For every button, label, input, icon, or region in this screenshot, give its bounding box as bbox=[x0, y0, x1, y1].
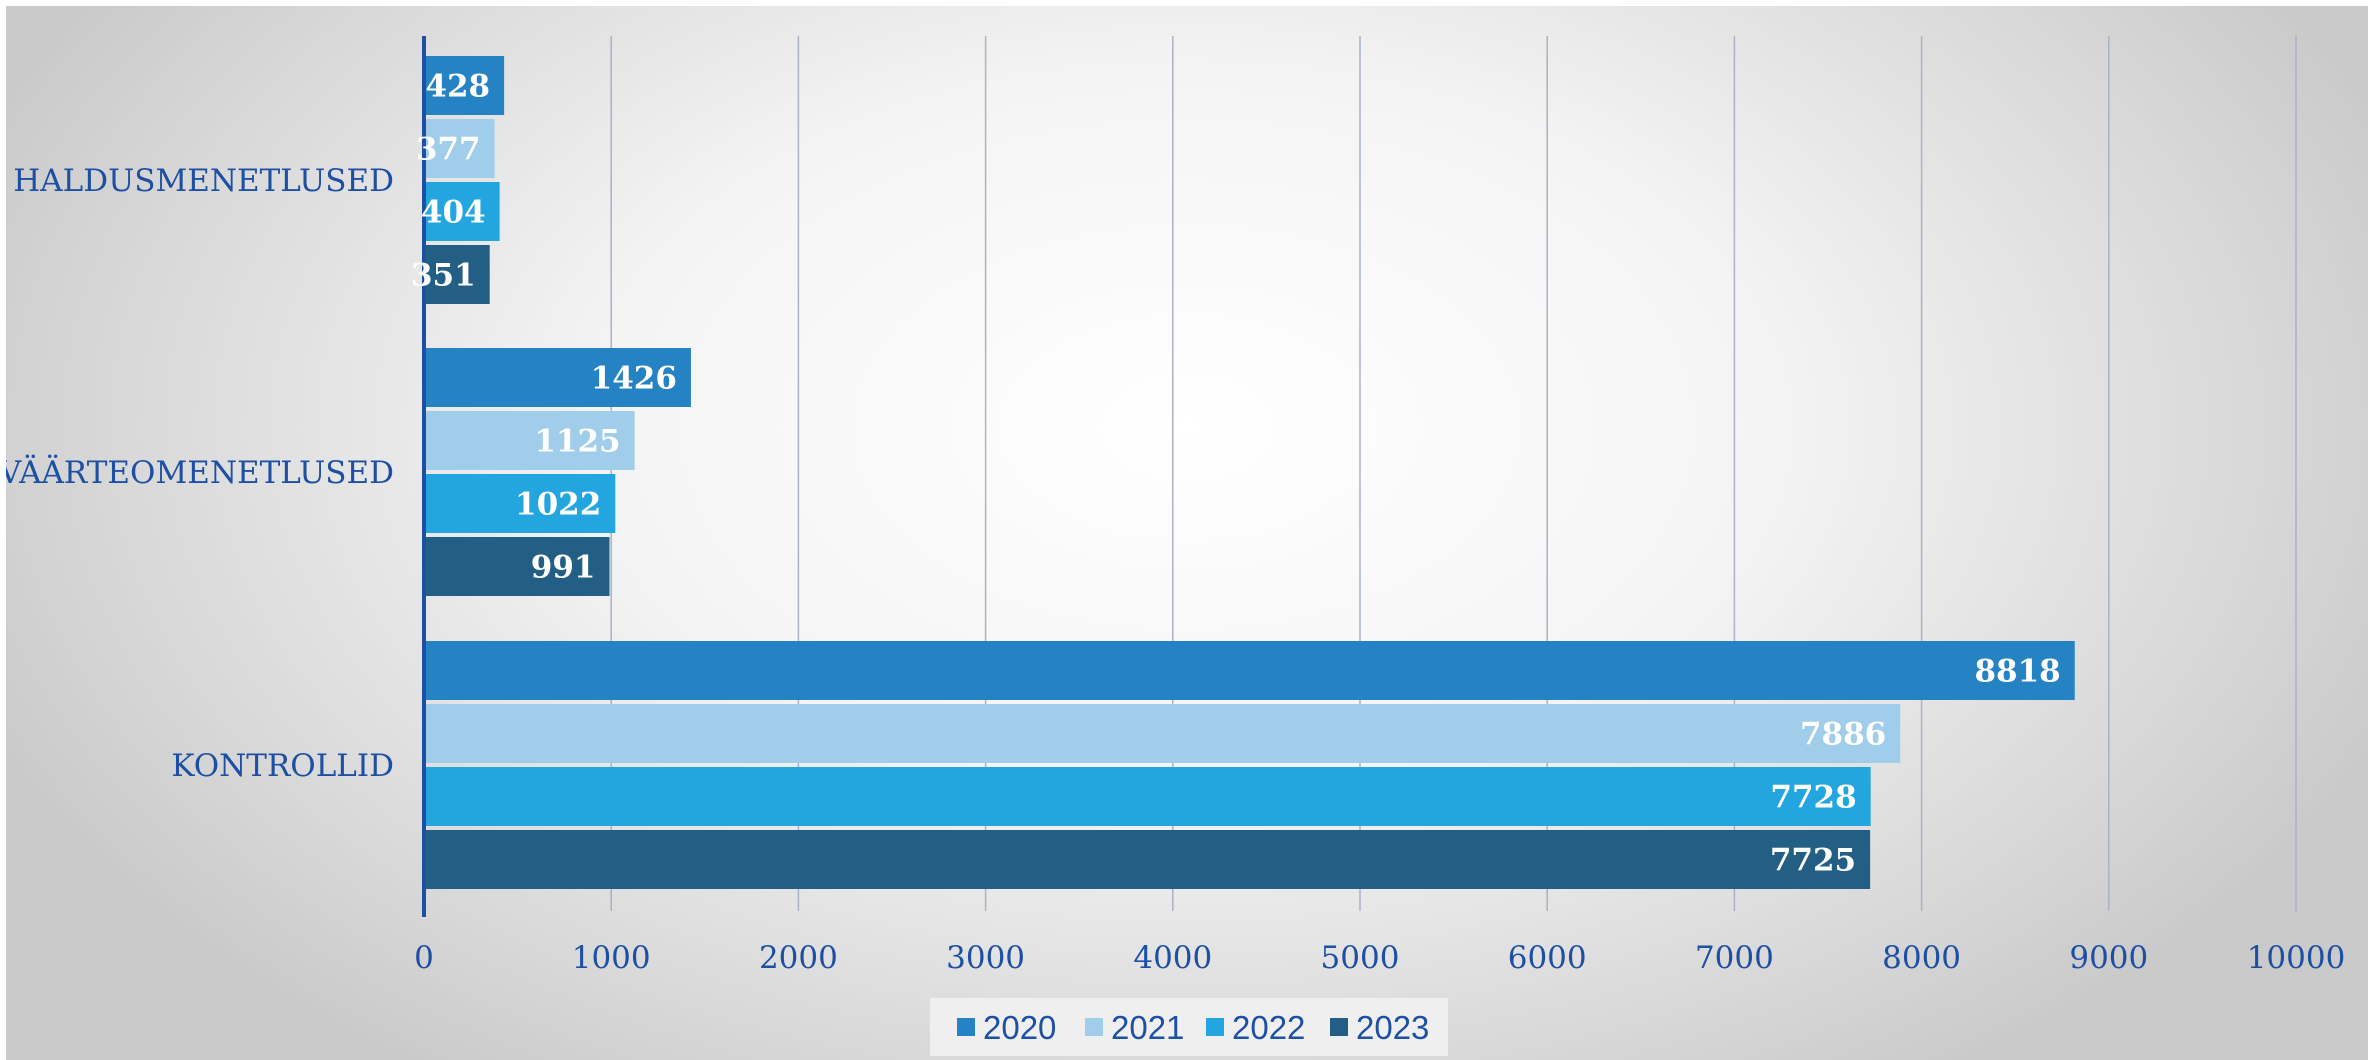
bar-value-label: 991 bbox=[531, 550, 596, 586]
legend-swatch-2020 bbox=[957, 1018, 975, 1036]
bar-chart: 0 1000 2000 3000 4000 5000 6000 7000 8000 9000 100… bbox=[6, 36, 2345, 1056]
bar-value-label: 1426 bbox=[591, 361, 677, 397]
x-tick-label: 9000 bbox=[2069, 940, 2148, 976]
bar-2022-1 bbox=[424, 474, 616, 533]
bar-2022-0 bbox=[424, 182, 500, 241]
bar-2021-2 bbox=[424, 704, 1901, 763]
bar-value-label: 377 bbox=[416, 132, 481, 168]
chart-container: 0 1000 2000 3000 4000 5000 6000 7000 8000 9000 100… bbox=[6, 6, 2368, 1060]
bar-value-label: 428 bbox=[425, 69, 490, 105]
category-label: HALDUSMENETLUSED bbox=[13, 163, 394, 199]
bars bbox=[424, 56, 2075, 889]
x-tick-label: 7000 bbox=[1695, 940, 1774, 976]
bar-2020-1 bbox=[424, 348, 691, 407]
labels: 0 1000 2000 3000 4000 5000 6000 7000 8000 9000 100… bbox=[6, 69, 2345, 977]
bar-2023-2 bbox=[424, 830, 1871, 889]
bar-2021-1 bbox=[424, 411, 635, 470]
legend-label: 2021 bbox=[1111, 1009, 1184, 1046]
gridlines bbox=[610, 36, 2297, 911]
category-label: VÄÄRTEOMENETLUSED bbox=[6, 453, 394, 491]
bar-value-label: 7728 bbox=[1770, 780, 1856, 816]
x-tick-label: 10000 bbox=[2247, 940, 2346, 976]
legend-box bbox=[930, 998, 1448, 1056]
x-tick-label: 4000 bbox=[1133, 940, 1212, 976]
x-tick-label: 8000 bbox=[1882, 940, 1961, 976]
bar-value-label: 404 bbox=[421, 195, 486, 231]
legend-swatch-2023 bbox=[1330, 1018, 1348, 1036]
bar-2020-0 bbox=[424, 56, 505, 115]
x-tick-label: 3000 bbox=[946, 940, 1025, 976]
bar-value-label: 7725 bbox=[1770, 843, 1856, 879]
bar-2023-1 bbox=[424, 537, 610, 596]
category-label: KONTROLLID bbox=[171, 748, 394, 784]
bar-2021-0 bbox=[424, 119, 495, 178]
legend: 2020 2021 2022 2023 bbox=[930, 998, 1448, 1056]
legend-label: 2020 bbox=[983, 1009, 1056, 1046]
bar-value-label: 1125 bbox=[534, 424, 620, 460]
legend-label: 2022 bbox=[1232, 1009, 1305, 1046]
bar-value-label: 351 bbox=[411, 258, 476, 294]
bar-2020-2 bbox=[424, 641, 2075, 700]
legend-swatch-2021 bbox=[1085, 1018, 1103, 1036]
bar-value-label: 8818 bbox=[1974, 654, 2060, 690]
x-tick-label: 5000 bbox=[1321, 940, 1400, 976]
bar-value-label: 1022 bbox=[515, 487, 601, 523]
bar-value-label: 7886 bbox=[1800, 717, 1886, 753]
bar-2023-0 bbox=[424, 245, 490, 304]
x-tick-label: 6000 bbox=[1508, 940, 1587, 976]
legend-label: 2023 bbox=[1356, 1009, 1429, 1046]
x-tick-label: 2000 bbox=[759, 940, 838, 976]
x-tick-label: 0 bbox=[414, 940, 434, 976]
bar-2022-2 bbox=[424, 767, 1871, 826]
legend-swatch-2022 bbox=[1206, 1018, 1224, 1036]
x-tick-label: 1000 bbox=[572, 940, 651, 976]
